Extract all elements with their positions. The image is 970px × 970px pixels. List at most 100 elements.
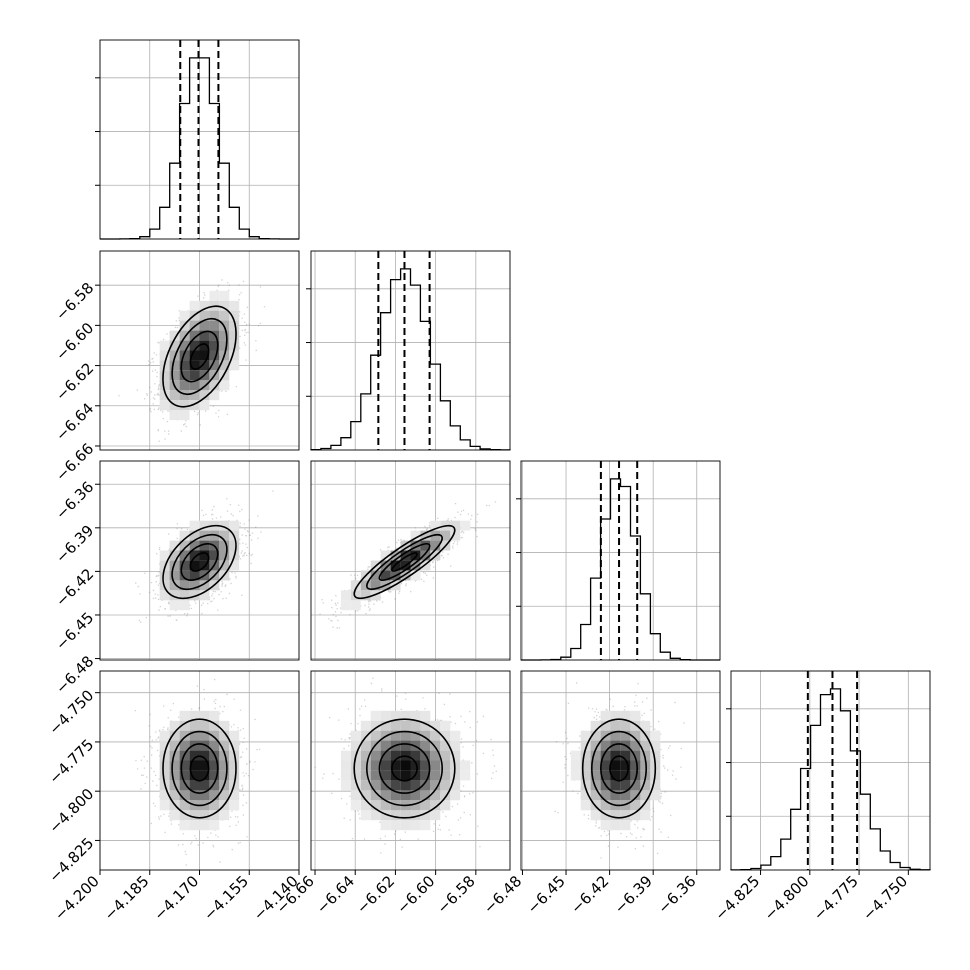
density-cell — [430, 770, 441, 781]
density-cell — [350, 580, 361, 591]
density-cell — [600, 750, 611, 761]
density-cell — [410, 720, 421, 731]
density-cell — [370, 760, 381, 771]
density-cell — [650, 790, 661, 801]
density-cell — [600, 720, 611, 731]
density-cell — [199, 360, 210, 371]
density-cell — [229, 740, 240, 751]
density-cell — [590, 810, 601, 821]
density-cell — [229, 790, 240, 801]
density-cell — [450, 530, 461, 541]
density-cell — [169, 810, 180, 821]
contour-line — [162, 524, 237, 600]
density-cell — [179, 530, 190, 541]
contour-line — [162, 305, 237, 408]
density-cell — [360, 740, 371, 751]
density-cell — [610, 710, 621, 721]
density-cell — [370, 590, 381, 601]
density-cell — [430, 740, 441, 751]
density-cell — [159, 730, 170, 741]
density-cell — [179, 370, 190, 381]
density-cell — [440, 790, 451, 801]
density-cell — [189, 560, 200, 571]
density-cell — [440, 780, 451, 791]
contour-line — [189, 343, 210, 370]
density-cell — [340, 600, 351, 611]
density-cell — [350, 600, 361, 611]
scatter-panel-4-1 — [99, 670, 300, 871]
density-cell — [650, 750, 661, 761]
x-tick-label: −6.64 — [313, 872, 358, 917]
x-tick-label: −6.58 — [433, 872, 478, 917]
density-cell — [219, 750, 230, 761]
density-cell — [440, 750, 451, 761]
density-cell — [209, 760, 220, 771]
density-cell — [179, 600, 190, 611]
density-cell — [189, 380, 200, 391]
density-cell — [209, 710, 220, 721]
density-cell — [219, 720, 230, 731]
density-cell — [350, 760, 361, 771]
density-cell — [410, 790, 421, 801]
density-cell — [209, 390, 220, 401]
density-cell — [380, 560, 391, 571]
density-cell — [360, 790, 371, 801]
density-cell — [179, 400, 190, 411]
density-cell — [420, 530, 431, 541]
density-cell — [630, 760, 641, 771]
density-cell — [440, 770, 451, 781]
density-cell — [360, 800, 371, 811]
density-cell — [380, 740, 391, 751]
contour-line — [378, 743, 431, 794]
density-cell — [620, 710, 631, 721]
density-cell — [620, 820, 631, 831]
density-cell — [209, 550, 220, 561]
density-cell — [189, 730, 200, 741]
density-cell — [620, 770, 631, 781]
density-cell — [229, 730, 240, 741]
density-cell — [410, 550, 421, 561]
density-cell — [630, 800, 641, 811]
density-cell — [450, 520, 461, 531]
x-tick-label: −6.62 — [353, 872, 398, 917]
density-cell — [179, 410, 190, 421]
density-cell — [650, 730, 661, 741]
density-cell — [179, 570, 190, 581]
density-cell — [209, 720, 220, 731]
density-cell — [189, 790, 200, 801]
histogram-frame — [310, 250, 511, 451]
density-cell — [219, 300, 230, 311]
density-cell — [209, 380, 220, 391]
density-cell — [209, 740, 220, 751]
contour-line — [353, 718, 456, 819]
density-cell — [199, 330, 210, 341]
scatter-points — [314, 677, 497, 854]
density-cell — [209, 800, 220, 811]
density-cell — [179, 790, 190, 801]
density-cell — [450, 730, 461, 741]
density-cell — [430, 800, 441, 811]
density-cell — [159, 790, 170, 801]
density-cell — [430, 780, 441, 791]
density-cell — [199, 320, 210, 331]
density-cell — [450, 780, 461, 791]
density-cell — [159, 770, 170, 781]
density-cell — [430, 810, 441, 821]
density-cell — [209, 810, 220, 821]
density-cell — [580, 800, 591, 811]
density-cell — [440, 730, 451, 741]
density-cell — [189, 550, 200, 561]
density-cell — [199, 380, 210, 391]
density-cell — [370, 800, 381, 811]
y-tick-label: −6.42 — [52, 565, 97, 610]
contour-line — [365, 730, 443, 807]
density-cell — [179, 810, 190, 821]
density-cell — [219, 330, 230, 341]
density-cell — [360, 760, 371, 771]
density-cell — [380, 710, 391, 721]
density-cell — [169, 580, 180, 591]
density-cell — [179, 360, 190, 371]
density-cell — [640, 720, 651, 731]
density-cell — [380, 820, 391, 831]
density-cell — [360, 580, 371, 591]
